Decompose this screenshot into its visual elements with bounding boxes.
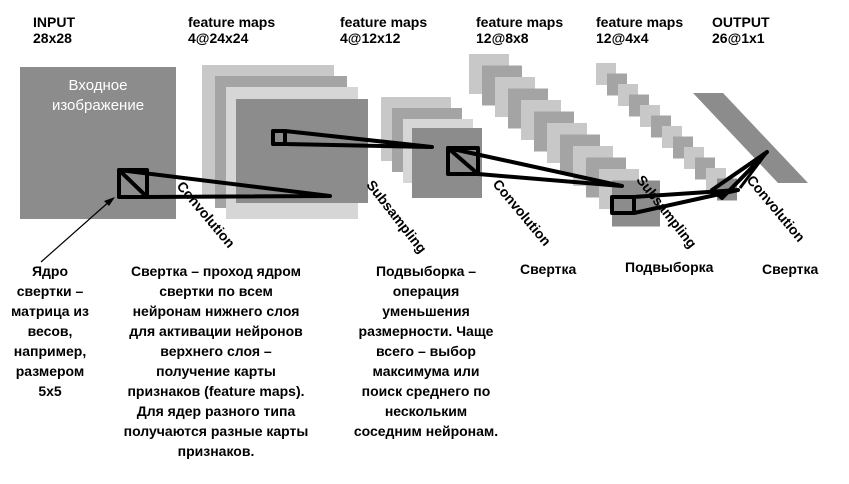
kernel-description: Ядро свертки – матрица из весов, наприме… <box>11 263 89 399</box>
kernel-projections <box>117 129 769 215</box>
label-convolution-3: Свертка <box>762 261 819 277</box>
header-feature-maps-1: feature maps 4@24x24 <box>188 14 276 46</box>
kernel-projection-4 <box>632 188 740 215</box>
kernel-projection-5 <box>710 150 769 200</box>
label-subsampling-2: Подвыборка <box>625 259 714 275</box>
kernel-pointer-arrow <box>40 197 115 263</box>
label-convolution-2: Свертка <box>520 261 577 277</box>
header-feature-maps-2: feature maps 4@12x12 <box>340 14 428 46</box>
feature-maps-stack-4 <box>596 63 737 201</box>
feature-maps-stack-3 <box>469 54 660 227</box>
convolution-description: Свертка – проход ядром свертки по всем н… <box>123 263 309 459</box>
kernel-projection-2 <box>283 129 434 149</box>
kernel-projection-3 <box>446 146 624 188</box>
header-feature-maps-3: feature maps 12@8x8 <box>476 14 564 46</box>
header-output: OUTPUT 26@1x1 <box>712 14 770 46</box>
output-layer <box>693 93 808 183</box>
header-feature-maps-4: feature maps 12@4x4 <box>596 14 684 46</box>
input-image-label: Входное изображение <box>51 77 145 114</box>
feature-maps-stack-2 <box>381 97 482 198</box>
kernel-projection-1 <box>117 168 332 199</box>
subsampling-description: Подвыборка – операция уменьшения размерн… <box>353 263 499 439</box>
header-input: INPUT 28x28 <box>33 14 75 46</box>
kernel-frame-map2 <box>446 146 480 176</box>
input-image <box>20 67 176 219</box>
